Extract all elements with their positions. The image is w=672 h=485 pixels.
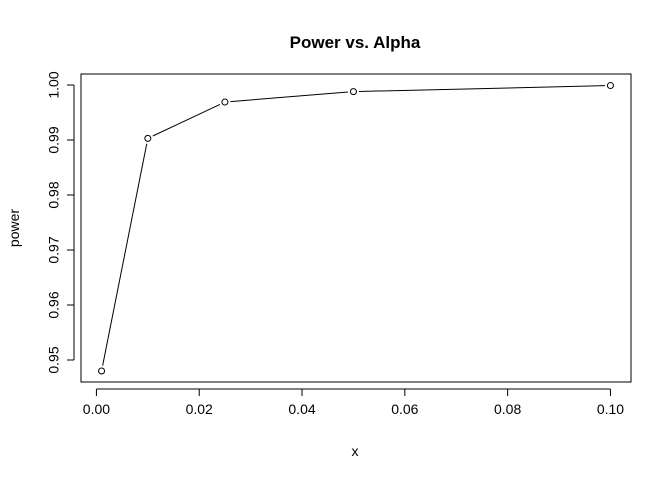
- x-tick-label: 0.00: [83, 401, 110, 417]
- y-tick-label: 0.97: [46, 236, 62, 263]
- y-tick-label: 0.99: [46, 126, 62, 153]
- chart-title: Power vs. Alpha: [290, 33, 421, 52]
- y-tick-label: 0.96: [46, 291, 62, 318]
- x-tick-label: 0.10: [597, 401, 624, 417]
- x-tick-label: 0.04: [288, 401, 315, 417]
- plot-box: [80, 73, 632, 383]
- line-segment: [102, 143, 148, 366]
- series-power: [98, 82, 614, 375]
- data-point: [98, 367, 106, 375]
- data-point: [144, 134, 152, 142]
- line-segment: [230, 91, 348, 103]
- line-segment: [358, 85, 605, 92]
- x-tick-label: 0.02: [186, 401, 213, 417]
- data-point: [221, 98, 229, 106]
- y-tick-label: 1.00: [46, 71, 62, 98]
- y-tick-label: 0.98: [46, 181, 62, 208]
- x-axis: 0.00 0.02 0.04 0.06 0.08 0.10: [83, 388, 624, 417]
- y-axis: 0.95 0.96 0.97 0.98 0.99 1.00: [46, 71, 75, 374]
- y-axis-label: power: [6, 209, 22, 247]
- x-axis-label: x: [352, 443, 359, 459]
- data-point: [606, 82, 614, 90]
- line-segment: [152, 103, 221, 137]
- x-tick-label: 0.08: [494, 401, 521, 417]
- data-point: [349, 88, 357, 96]
- x-tick-label: 0.06: [391, 401, 418, 417]
- y-tick-label: 0.95: [46, 346, 62, 373]
